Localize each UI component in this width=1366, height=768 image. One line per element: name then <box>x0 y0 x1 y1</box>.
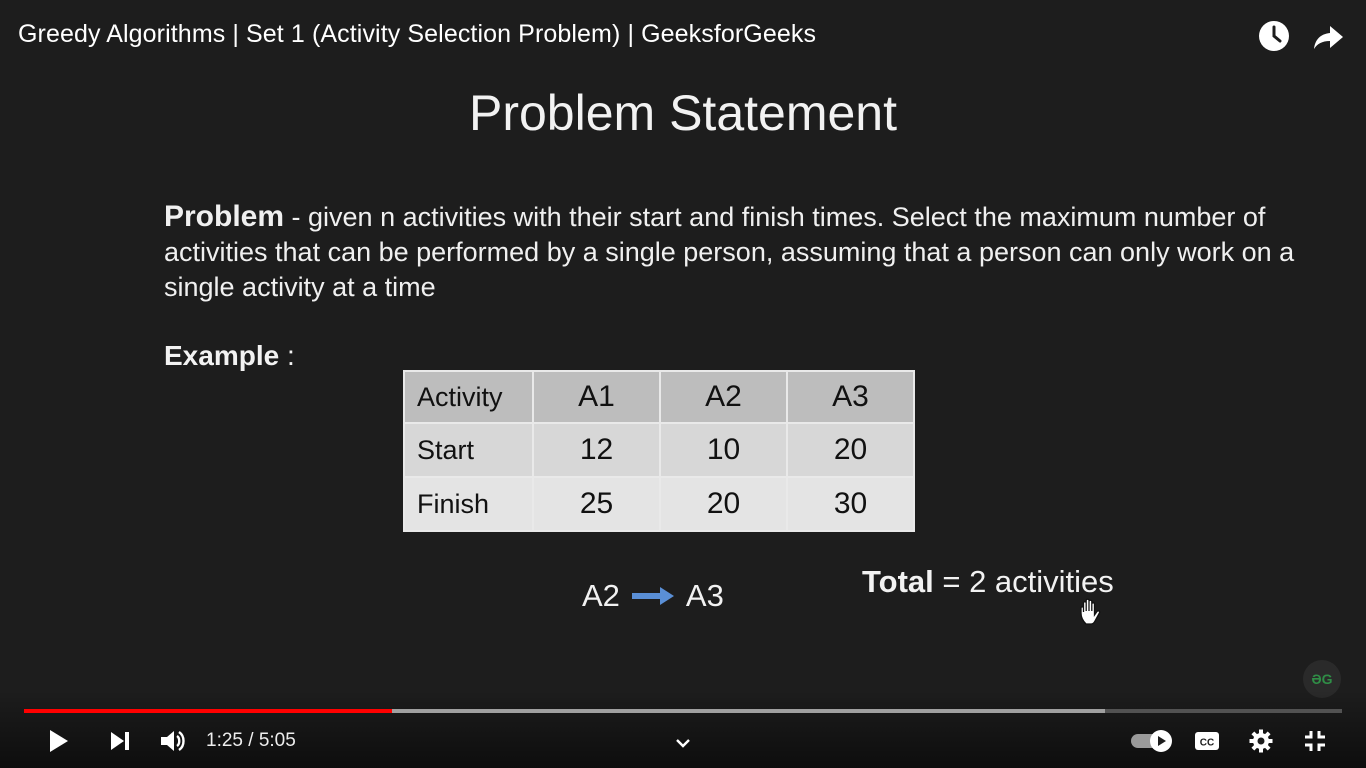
svg-text:CC: CC <box>1200 738 1214 749</box>
watch-later-button[interactable] <box>1256 18 1292 54</box>
problem-statement: Problem - given n activities with their … <box>164 199 1334 305</box>
subtitles-button[interactable]: CC <box>1187 722 1227 760</box>
table-cell: 10 <box>659 422 788 478</box>
total-value: = 2 activities <box>933 564 1114 599</box>
table-row: Start 12 10 20 <box>403 422 915 478</box>
example-heading: Example : <box>164 340 295 372</box>
problem-description: - given n activities with their start an… <box>164 202 1295 302</box>
next-button[interactable] <box>100 722 140 760</box>
total-label: Total <box>862 564 934 599</box>
share-arrow-icon <box>1314 26 1343 49</box>
table-header-cell: A1 <box>532 370 661 424</box>
controls-gradient <box>0 690 1366 768</box>
table-row: Finish 25 20 30 <box>403 476 915 532</box>
activity-table: Activity A1 A2 A3 Start 12 10 20 Finish … <box>403 370 915 532</box>
closed-captions-icon: CC <box>1195 732 1219 750</box>
table-cell: 20 <box>659 476 788 532</box>
hand-cursor-icon <box>1080 598 1101 625</box>
progress-played <box>24 709 392 713</box>
activity-sequence: A2 A3 <box>582 578 724 614</box>
problem-label: Problem <box>164 200 285 233</box>
example-colon: : <box>279 340 295 371</box>
gfg-logo-text: ƏG <box>1311 671 1333 687</box>
time-display: 1:25 / 5:05 <box>206 730 296 751</box>
table-header-cell: Activity <box>403 370 534 424</box>
slide-heading: Problem Statement <box>469 85 897 141</box>
gear-icon <box>1249 729 1273 753</box>
sequence-to: A3 <box>685 578 724 613</box>
clock-icon <box>1259 21 1289 51</box>
share-button[interactable] <box>1310 18 1346 54</box>
video-title[interactable]: Greedy Algorithms | Set 1 (Activity Sele… <box>18 20 817 48</box>
table-cell: 20 <box>786 422 915 478</box>
table-cell: 30 <box>786 476 915 532</box>
play-icon <box>50 730 68 752</box>
exit-fullscreen-icon <box>1305 731 1325 751</box>
row-label: Start <box>403 422 534 478</box>
example-label: Example <box>164 340 280 371</box>
exit-fullscreen-button[interactable] <box>1295 722 1335 760</box>
autoplay-toggle-icon <box>1131 730 1172 752</box>
table-header-cell: A2 <box>659 370 788 424</box>
autoplay-toggle[interactable] <box>1128 722 1176 760</box>
settings-button[interactable] <box>1241 722 1281 760</box>
next-track-icon <box>111 732 129 750</box>
table-cell: 25 <box>532 476 661 532</box>
row-label: Finish <box>403 476 534 532</box>
chevron-down-icon <box>676 739 690 748</box>
total-result: Total = 2 activities <box>862 564 1114 600</box>
table-header-row: Activity A1 A2 A3 <box>403 370 915 424</box>
table-cell: 12 <box>532 422 661 478</box>
play-button[interactable] <box>38 722 78 760</box>
mute-button[interactable] <box>152 722 192 760</box>
right-arrow-icon <box>631 587 674 605</box>
progress-buffered <box>24 709 1105 713</box>
sequence-from: A2 <box>582 578 620 613</box>
chapters-expand-button[interactable] <box>663 724 703 762</box>
volume-icon <box>161 731 185 751</box>
progress-bar[interactable] <box>24 709 1342 713</box>
table-header-cell: A3 <box>786 370 915 424</box>
